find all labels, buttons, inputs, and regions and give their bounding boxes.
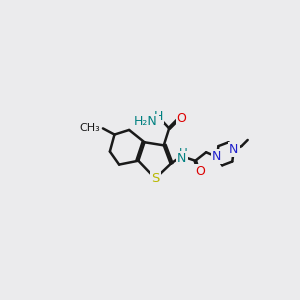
Text: H: H	[154, 110, 163, 123]
Text: O: O	[176, 112, 186, 125]
Text: H₂N: H₂N	[134, 115, 158, 128]
Text: N: N	[229, 143, 239, 157]
Text: H: H	[178, 147, 188, 160]
Text: O: O	[195, 165, 205, 178]
Text: N: N	[177, 152, 186, 165]
Text: S: S	[151, 172, 160, 185]
Text: CH₃: CH₃	[79, 123, 100, 134]
Text: N: N	[212, 150, 222, 164]
